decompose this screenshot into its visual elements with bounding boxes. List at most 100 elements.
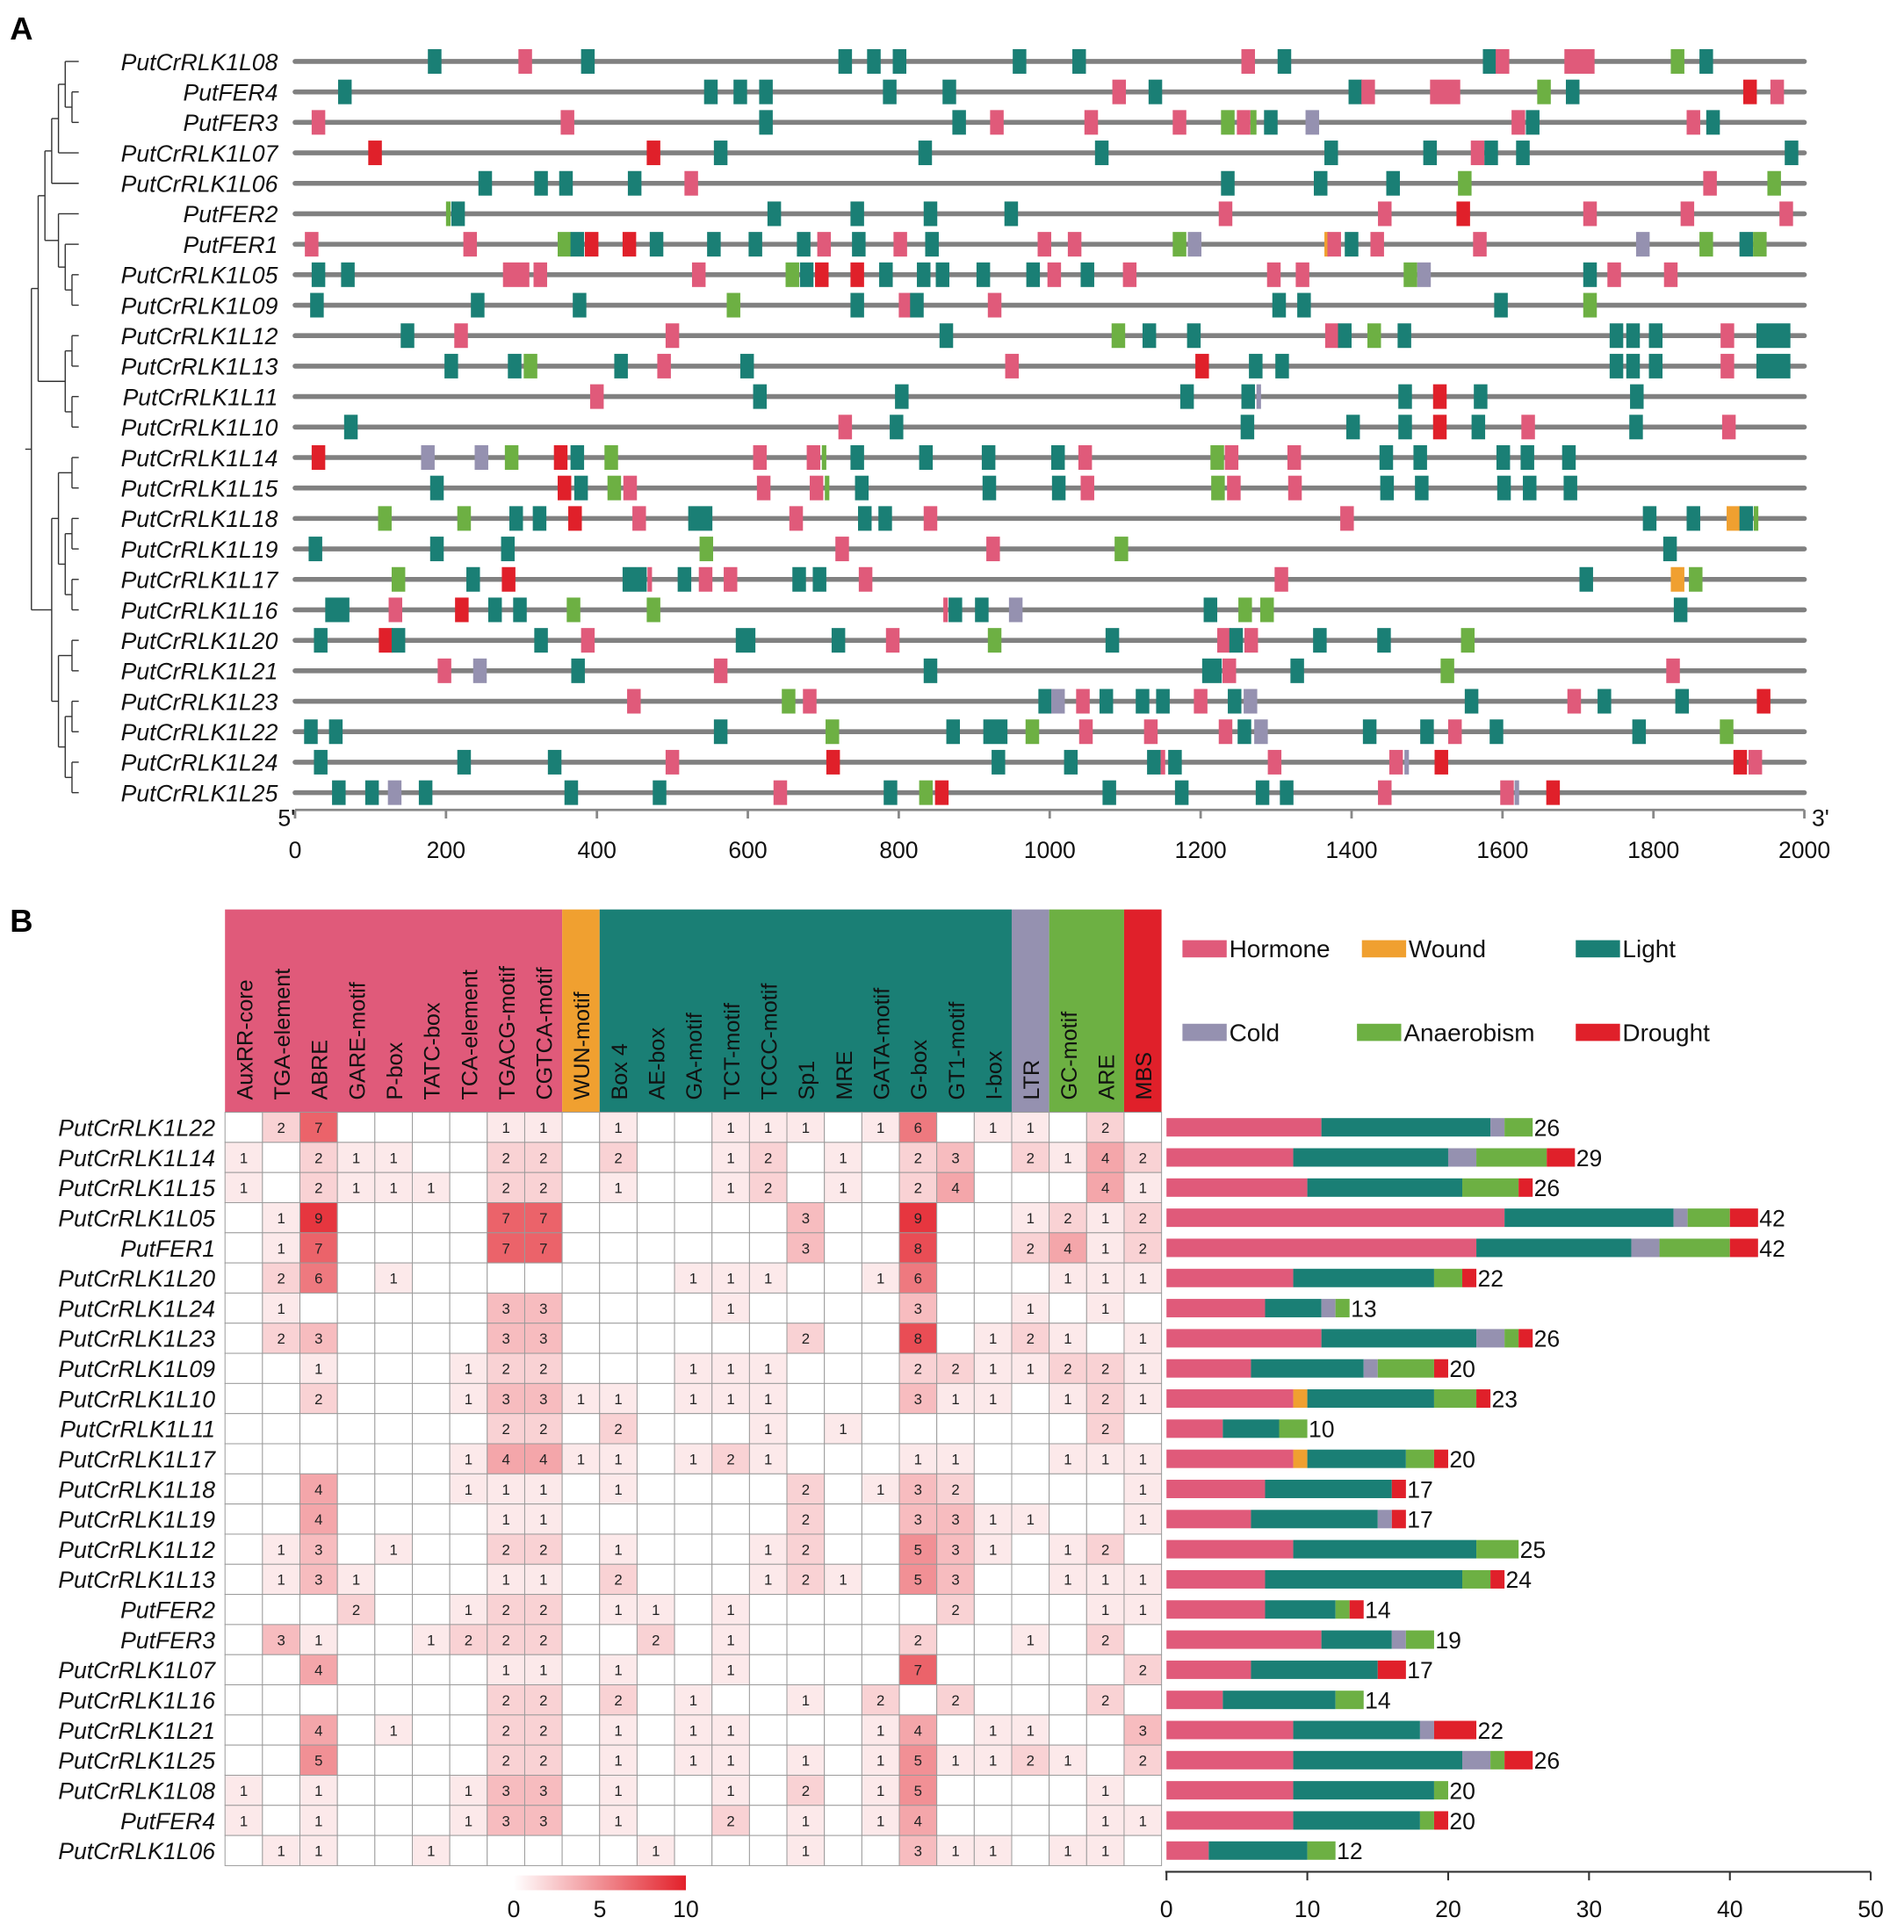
heatmap-cell [262,1443,301,1474]
heatmap-cell [411,1714,451,1746]
heatmap-cell-value: 1 [352,1150,360,1166]
heatmap-cell [1085,1654,1125,1686]
motif-box-light [487,597,502,623]
motif-box-light [1297,292,1311,318]
heatmap-cell [636,1443,675,1474]
motif-box-light [1201,658,1222,683]
row-label: PutCrRLK1L23 [58,1326,215,1352]
bar-segment-wound [1293,1389,1308,1409]
heatmap-cell [1085,1262,1125,1294]
heatmap-cell-value: 1 [352,1180,360,1197]
heatmap-cell-value: 1 [352,1572,360,1589]
heatmap-cell [599,1292,638,1324]
heatmap-cell [1085,1805,1125,1836]
heatmap-cell [748,1232,788,1264]
motif-box-light [713,141,728,166]
bar-segment-light [1307,1178,1463,1197]
heatmap-cell [299,1624,338,1655]
heatmap-cell [674,1473,713,1505]
heatmap-cell [1049,1805,1087,1836]
motif-box-light [1186,323,1201,349]
heatmap-cell [374,1201,413,1234]
heatmap-cell [973,1352,1013,1384]
heatmap-cell [674,1142,713,1173]
motif-box-hormone [1067,232,1082,257]
gene-label: PutFER1 [184,232,278,258]
heatmap-cell [824,1684,862,1716]
heatmap-cell [786,1563,826,1596]
heatmap-cell [336,1443,376,1474]
heatmap-cell [636,1744,675,1776]
heatmap-cell [262,1142,301,1173]
heatmap-cell [898,1774,938,1806]
heatmap-cell-value: 3 [914,1391,922,1408]
heatmap-cell [561,1563,601,1596]
motif-box-anaerobism [1172,232,1186,257]
heatmap-cell [1049,1654,1087,1686]
motif-box-light [1662,537,1677,562]
motif-box-light [343,415,358,440]
heatmap-cell-value: 1 [726,1662,734,1679]
heatmap-cell-value: 3 [914,1843,922,1860]
heatmap-cell-value: 2 [1139,1240,1147,1257]
heatmap-cell-value: 1 [726,1301,734,1317]
motif-box-drought [850,262,864,287]
motif-box-light [1629,415,1643,440]
column-label: MBS [1132,1052,1157,1100]
motif-box-light [1648,353,1663,378]
heatmap-cell-value: 7 [914,1662,922,1679]
heatmap-cell [1085,1503,1125,1535]
heatmap-cell-value: 2 [314,1150,322,1166]
heatmap-cell [1049,1201,1087,1234]
heatmap-cell-value: 1 [764,1271,772,1287]
bar-segment-drought [1349,1600,1364,1619]
heatmap-cell [748,1292,788,1324]
heatmap-cell-value: 3 [914,1511,922,1528]
heatmap-cell [523,1201,563,1234]
motif-box-cold [387,780,402,805]
heatmap-cell [449,1232,488,1264]
heatmap-cell [523,1142,563,1173]
heatmap-cell [1011,1473,1050,1505]
heatmap-cell [561,1292,601,1324]
heatmap-cell-value: 2 [1139,1662,1147,1679]
heatmap-cell-value: 4 [314,1722,322,1739]
heatmap-cell-value: 1 [614,1451,622,1467]
heatmap-cell [1123,1684,1163,1716]
gene-label: PutCrRLK1L18 [121,506,278,532]
heatmap-cell [449,1594,488,1626]
heatmap-cell [224,1594,263,1626]
heatmap-cell-value: 6 [314,1271,322,1287]
heatmap-cell [748,1352,788,1384]
motif-box-light [332,780,346,805]
heatmap-cell-value: 7 [501,1240,509,1257]
heatmap-cell-value: 2 [951,1602,959,1618]
row-label: PutCrRLK1L13 [58,1567,215,1593]
motif-box-light [975,597,989,623]
heatmap-cell [861,1684,900,1716]
motif-box-light [1520,444,1534,470]
heatmap-cell [374,1835,413,1866]
motif-box-light [1484,141,1498,166]
heatmap-cell [299,1292,338,1324]
heatmap-cell [711,1624,750,1655]
motif-box-light [341,262,355,287]
heatmap-cell [898,1142,938,1173]
heatmap-cell [861,1142,900,1173]
bar-x-tick-label: 40 [1717,1896,1743,1922]
motif-box-light [707,232,721,257]
motif-box-hormone [518,48,532,74]
motif-box-wound [1670,566,1684,592]
heatmap-cell-value: 3 [501,1330,509,1347]
motif-box-light [1496,444,1511,470]
heatmap-cell [824,1835,862,1866]
motif-box-light [391,628,406,653]
motif-box-hormone [1370,232,1384,257]
motif-box-hormone [1378,201,1392,227]
row-label: PutCrRLK1L14 [58,1145,215,1171]
motif-box-light [564,780,579,805]
motif-box-light [1398,415,1412,440]
heatmap-cell-value: 4 [314,1662,322,1679]
heatmap-cell [861,1443,900,1474]
heatmap-cell [299,1503,338,1535]
